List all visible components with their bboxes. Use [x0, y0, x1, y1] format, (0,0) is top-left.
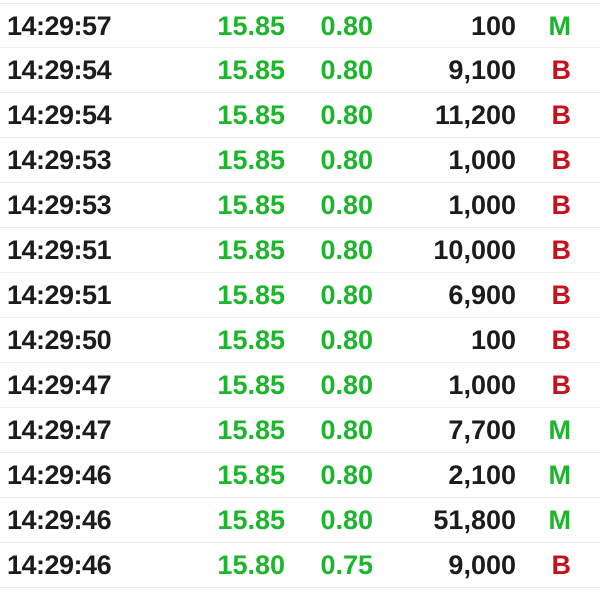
trade-side: B	[551, 370, 572, 400]
trade-row: 14:29:46 15.85 0.80 51,800 M	[0, 498, 600, 543]
trade-time: 14:29:50	[7, 325, 112, 355]
trade-time: 14:29:53	[7, 190, 112, 220]
trade-side: M	[548, 415, 572, 445]
trade-volume: 9,100	[448, 55, 516, 85]
trade-change: 0.80	[320, 235, 373, 265]
trade-time: 14:29:51	[7, 280, 112, 310]
trade-row: 14:29:53 15.85 0.80 1,000 B	[0, 183, 600, 228]
trade-volume: 9,000	[448, 550, 516, 580]
trade-volume: 10,000	[433, 235, 516, 265]
trade-volume: 1,000	[448, 145, 516, 175]
trade-side: M	[548, 460, 572, 490]
trade-row: 14:29:51 15.85 0.80 10,000 B	[0, 228, 600, 273]
trade-time: 14:29:46	[7, 550, 112, 580]
trade-side: B	[551, 325, 572, 355]
trade-price: 15.85	[217, 55, 285, 85]
trade-side: B	[551, 100, 572, 130]
trade-price: 15.85	[217, 11, 285, 41]
trade-row: 14:29:46 15.80 0.75 9,000 B	[0, 543, 600, 588]
trade-price: 15.85	[217, 280, 285, 310]
trade-price: 15.80	[217, 550, 285, 580]
trade-volume: 100	[470, 325, 516, 355]
trade-row: 14:29:50 15.85 0.80 100 B	[0, 318, 600, 363]
trade-volume: 100	[470, 11, 516, 41]
trade-volume: 6,900	[448, 280, 516, 310]
trade-price: 15.85	[217, 190, 285, 220]
trade-time: 14:29:47	[7, 370, 112, 400]
trade-price: 15.85	[217, 325, 285, 355]
trade-price: 15.85	[217, 460, 285, 490]
trade-price: 15.85	[217, 415, 285, 445]
trade-volume: 2,100	[448, 460, 516, 490]
trade-row: 14:29:54 15.85 0.80 11,200 B	[0, 93, 600, 138]
trade-row: 14:29:57 15.85 0.80 100 M	[0, 3, 600, 48]
trade-volume: 1,000	[448, 190, 516, 220]
trade-side: B	[551, 55, 572, 85]
trade-row: 14:29:53 15.85 0.80 1,000 B	[0, 138, 600, 183]
trade-side: B	[551, 145, 572, 175]
trade-change: 0.80	[320, 55, 373, 85]
trade-change: 0.80	[320, 460, 373, 490]
trade-time: 14:29:46	[7, 505, 112, 535]
trade-row: 14:29:54 15.85 0.80 9,100 B	[0, 48, 600, 93]
trade-side: B	[551, 235, 572, 265]
trade-time: 14:29:46	[7, 460, 112, 490]
trade-change: 0.80	[320, 370, 373, 400]
trade-time: 14:29:57	[7, 11, 112, 41]
trade-price: 15.85	[217, 235, 285, 265]
trade-time: 14:29:51	[7, 235, 112, 265]
trade-time: 14:29:53	[7, 145, 112, 175]
trade-time: 14:29:47	[7, 415, 112, 445]
trade-change: 0.75	[320, 550, 373, 580]
trade-side: B	[551, 190, 572, 220]
trade-side: B	[551, 550, 572, 580]
trade-volume: 1,000	[448, 370, 516, 400]
trade-change: 0.80	[320, 505, 373, 535]
trade-change: 0.80	[320, 415, 373, 445]
trade-row: 14:29:47 15.85 0.80 1,000 B	[0, 363, 600, 408]
trade-time: 14:29:54	[7, 55, 112, 85]
trade-side: M	[548, 505, 572, 535]
trade-change: 0.80	[320, 280, 373, 310]
trade-change: 0.80	[320, 190, 373, 220]
trade-row: 14:29:51 15.85 0.80 6,900 B	[0, 273, 600, 318]
trade-change: 0.80	[320, 100, 373, 130]
trade-change: 0.80	[320, 145, 373, 175]
trade-side: B	[551, 280, 572, 310]
trade-change: 0.80	[320, 325, 373, 355]
trade-volume: 7,700	[448, 415, 516, 445]
trade-volume: 11,200	[434, 100, 516, 130]
trade-volume: 51,800	[433, 505, 516, 535]
trade-price: 15.85	[217, 100, 285, 130]
trade-row: 14:29:46 15.85 0.80 2,100 M	[0, 453, 600, 498]
trade-price: 15.85	[217, 145, 285, 175]
trade-change: 0.80	[320, 11, 373, 41]
trade-price: 15.85	[217, 370, 285, 400]
trade-price: 15.85	[217, 505, 285, 535]
trade-time: 14:29:54	[7, 100, 112, 130]
trade-side: M	[548, 11, 572, 41]
trade-row: 14:29:47 15.85 0.80 7,700 M	[0, 408, 600, 453]
